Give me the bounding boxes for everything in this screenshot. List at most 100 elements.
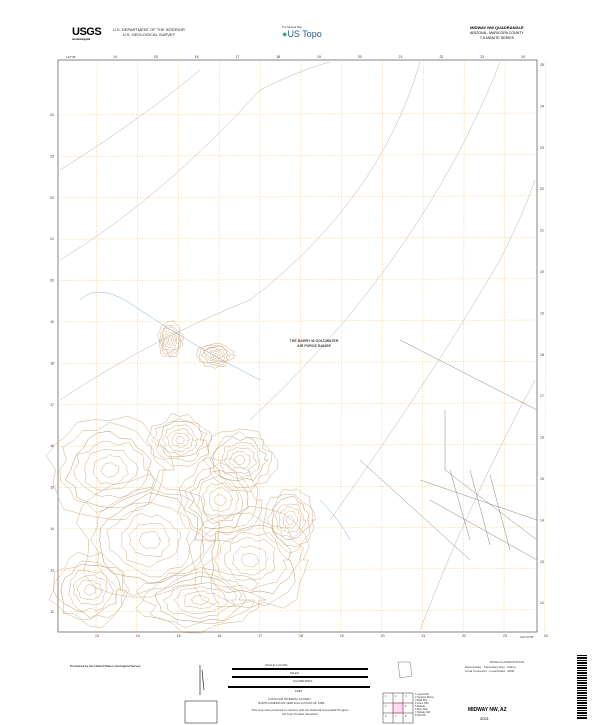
contour-line [59, 422, 167, 513]
contour-line [200, 345, 229, 365]
contour-line [206, 349, 224, 361]
right-tick-label: 12 [540, 601, 544, 605]
right-tick-label: 19 [540, 311, 544, 315]
contour-line [90, 487, 217, 596]
left-tick-label: 23 [50, 154, 54, 158]
grid-tick-labels: 14 15 16 17 18 19 20 21 22 23 24 13 14 15 16 17 18 19 20 21… [50, 55, 548, 638]
contour-line [142, 571, 255, 629]
bottom-tick-label: 21 [421, 634, 425, 638]
contour-line [200, 512, 304, 607]
contour-line [266, 493, 315, 547]
north-arrow [199, 665, 205, 695]
top-tick-label: 24 [521, 55, 525, 59]
barcode [577, 655, 587, 720]
usgs-logo: USGS science for a changing world [72, 26, 102, 41]
contour-line [77, 579, 103, 601]
contour-line [214, 532, 289, 591]
agency-block: U.S. DEPARTMENT OF THE INTERIOR U.S. GEO… [113, 27, 185, 37]
bottom-tick-label: 20 [381, 634, 385, 638]
corner-coordinate: 112°45' [66, 55, 76, 59]
contour-line [73, 441, 149, 499]
contour-line [157, 420, 204, 458]
contour-line [282, 510, 299, 529]
bottom-tick-label: 16 [217, 634, 221, 638]
top-tick-label: 21 [399, 55, 403, 59]
bottom-tick-label: 22 [462, 634, 466, 638]
right-tick-label: 20 [540, 270, 544, 274]
accuracy-note: This map was produced to conform with th… [251, 708, 349, 716]
contour-line [196, 343, 235, 369]
contour-line [162, 582, 237, 619]
contour-note: CONTOUR INTERVAL 20 FEET [268, 697, 311, 701]
scale-unit: MILES [290, 671, 300, 675]
right-tick-label: 25 [540, 63, 544, 67]
bottom-tick-label: 17 [258, 634, 262, 638]
top-tick-label: 18 [276, 55, 280, 59]
contour-line [160, 326, 180, 354]
us-topo-logo: The National Map ●US Topo [282, 26, 322, 39]
quad-title: MIDWAY NW QUADRANGLE [470, 25, 524, 30]
production-notes: Produced by the United States Geological… [70, 664, 141, 668]
streams [79, 291, 351, 541]
bottom-tick-label: 15 [177, 634, 181, 638]
contour-line [211, 524, 294, 594]
contour-line [212, 436, 269, 481]
contour-line [183, 590, 220, 609]
grid-line-vertical [136, 59, 139, 633]
grid-line-vertical [299, 59, 302, 633]
bottom-tick-label: 18 [299, 634, 303, 638]
top-tick-label: 16 [195, 55, 199, 59]
grid-line-vertical [503, 59, 506, 633]
series: 7.5-MINUTE SERIES [479, 36, 514, 40]
grid-line-vertical [95, 59, 98, 633]
contour-line [224, 447, 257, 475]
contour-line [224, 536, 275, 581]
contour-line [106, 501, 191, 578]
grid-line-horizontal [57, 485, 538, 488]
state-outline [397, 661, 413, 679]
stream [79, 291, 261, 381]
grid-line-vertical [422, 59, 424, 633]
left-tick-label: 15 [50, 486, 54, 490]
bottom-tick-label: 24 [544, 634, 548, 638]
contour-line [203, 428, 279, 493]
top-tick-label: 15 [154, 55, 158, 59]
contour-line [99, 492, 205, 584]
state-county: ARIZONA - MARICOPA COUNTY [470, 31, 524, 35]
scale-unit: FEET [295, 689, 303, 693]
department: U.S. DEPARTMENT OF THE INTERIOR [113, 27, 185, 32]
stream [319, 499, 351, 541]
contour-line [234, 455, 246, 465]
adjoining-names: 1 Ligurta NE 2 Sentinel Plains 3 Bear Mtn 4… [415, 693, 434, 717]
contour-line [48, 551, 130, 628]
road [399, 339, 538, 411]
contour-line [286, 515, 295, 525]
contour-line [68, 569, 115, 612]
contour-line [84, 449, 139, 491]
grid-line-horizontal [57, 195, 538, 199]
grid-line-horizontal [57, 319, 538, 323]
contour-line [198, 344, 232, 366]
grid-line-horizontal [57, 402, 538, 405]
quad-name: MIDWAY NW, AZ [468, 707, 507, 713]
location-box [184, 700, 218, 724]
bottom-tick-label: 19 [340, 634, 344, 638]
contour-line [139, 531, 162, 550]
grid-line-horizontal [57, 361, 538, 364]
wash-line [249, 61, 501, 421]
grid-line-horizontal [57, 154, 538, 157]
road [419, 479, 538, 521]
contour-line [208, 487, 233, 513]
top-tick-label: 23 [480, 55, 484, 59]
left-tick-label: 17 [50, 403, 54, 407]
grid-line-vertical [177, 59, 179, 633]
contour-line [135, 567, 267, 634]
left-tick-label: 21 [50, 237, 54, 241]
wash-line [59, 61, 421, 401]
contour-line [177, 457, 263, 543]
contour-line [146, 412, 213, 467]
grid-line-horizontal [57, 278, 538, 281]
survey: U.S. GEOLOGICAL SURVEY [122, 32, 176, 37]
